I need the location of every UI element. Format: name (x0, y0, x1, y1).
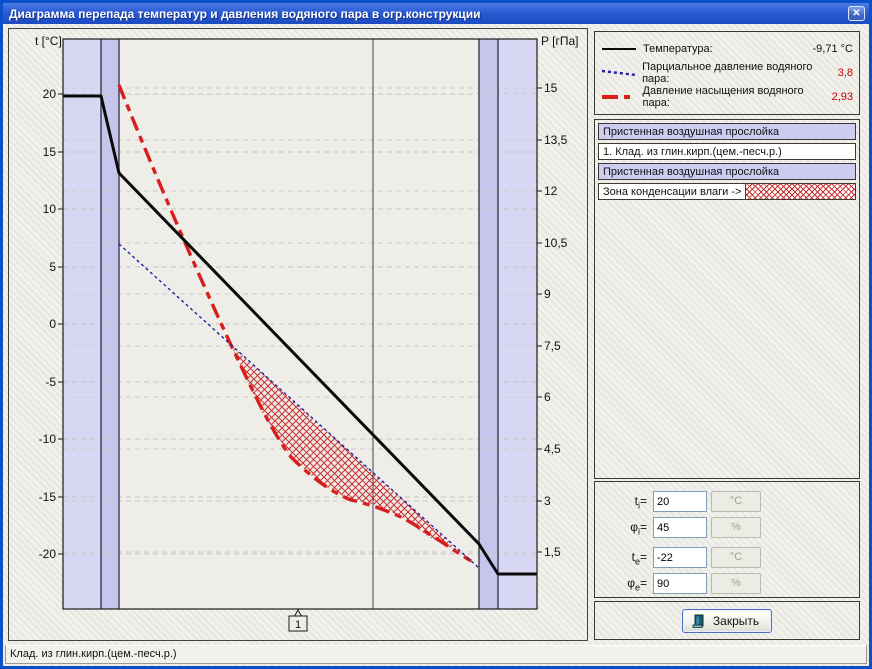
svg-text:0: 0 (49, 317, 56, 331)
input-row-phi-i: φi= % (595, 517, 859, 539)
condensation-hatch-swatch (745, 184, 855, 199)
legend-label: Температура: (643, 43, 713, 55)
layers-panel: Пристенная воздушная прослойка 1. Клад. … (594, 119, 860, 479)
close-dialog-button[interactable]: Закрыть (681, 608, 773, 633)
right-axis-labels: 15 13,5 12 10,5 9 7,5 6 4,5 3 1,5 (544, 81, 568, 559)
svg-text:6: 6 (544, 390, 551, 404)
svg-text:1: 1 (295, 619, 301, 631)
left-axis-labels: 20 15 10 5 0 -5 -10 -15 -20 (39, 87, 57, 561)
layer-item-condensation-zone[interactable]: Зона конденсации влаги -> (598, 183, 856, 200)
svg-text:1,5: 1,5 (544, 545, 561, 559)
partial-pressure-line-swatch (601, 69, 637, 77)
window-title: Диаграмма перепада температур и давления… (9, 6, 481, 21)
phi-i-label: φi= (630, 520, 647, 537)
layer-item-label: Пристенная воздушная прослойка (603, 125, 780, 138)
layer-item-air-inner[interactable]: Пристенная воздушная прослойка (598, 123, 856, 140)
temperature-line (63, 94, 537, 576)
svg-text:12: 12 (544, 184, 558, 198)
phi-e-unit-button[interactable]: % (711, 573, 761, 594)
svg-text:15: 15 (544, 81, 558, 95)
input-row-ti: ti= °C (595, 491, 859, 513)
svg-text:9: 9 (544, 287, 551, 301)
condensation-zone (231, 345, 456, 550)
legend-row-saturation-pressure: Давление насыщения водяного пара: 2,93 (601, 85, 853, 109)
te-unit-button[interactable]: °C (711, 547, 761, 568)
svg-text:-10: -10 (39, 432, 57, 446)
title-bar: Диаграмма перепада температур и давления… (3, 3, 869, 24)
legend-value-temperature: -9,71 °C (812, 43, 853, 55)
phi-e-label: φe= (627, 576, 647, 593)
svg-text:15: 15 (43, 145, 57, 159)
parameters-panel: ti= °C φi= % te= °C φe= % (594, 481, 860, 598)
svg-text:10: 10 (43, 202, 57, 216)
svg-text:13,5: 13,5 (544, 133, 568, 147)
temperature-line-swatch (602, 48, 636, 50)
left-axis-title: t [°C] (35, 34, 62, 48)
temperature-pressure-chart: t [°C] P [гПа] 20 15 10 5 0 -5 -10 -15 -… (35, 34, 578, 632)
left-axis-ticks (58, 93, 63, 555)
legend-value-saturation-pressure: 2,93 (831, 91, 853, 103)
svg-text:7,5: 7,5 (544, 339, 561, 353)
legend-label: Парциальное давление водяного пара: (642, 61, 813, 85)
dialog-content: t [°C] P [гПа] 20 15 10 5 0 -5 -10 -15 -… (3, 24, 869, 666)
legend-panel: Температура: -9,71 °C Парциальное давлен… (594, 31, 860, 115)
svg-text:4,5: 4,5 (544, 442, 561, 456)
ti-label: ti= (634, 494, 647, 511)
right-axis-ticks (537, 87, 542, 553)
te-label: te= (631, 550, 647, 567)
ti-unit-button[interactable]: °C (711, 491, 761, 512)
saturation-pressure-line-swatch (602, 95, 636, 99)
layer-boundaries (100, 39, 499, 609)
layer-item-label: Зона конденсации влаги -> (603, 185, 742, 198)
ti-input[interactable] (653, 491, 707, 512)
close-icon[interactable]: ✕ (848, 6, 865, 21)
legend-row-temperature: Температура: -9,71 °C (601, 37, 853, 61)
svg-text:5: 5 (49, 260, 56, 274)
layer-item-label: 1. Клад. из глин.кирп.(цем.-песч.р.) (603, 145, 782, 158)
input-row-phi-e: φe= % (595, 573, 859, 595)
layer-item-air-outer[interactable]: Пристенная воздушная прослойка (598, 163, 856, 180)
partial-pressure-line (118, 243, 480, 569)
layer-item-label: Пристенная воздушная прослойка (603, 165, 780, 178)
chart-panel: t [°C] P [гПа] 20 15 10 5 0 -5 -10 -15 -… (8, 28, 588, 641)
exit-door-icon (692, 614, 704, 628)
phi-i-input[interactable] (653, 517, 707, 538)
svg-text:10,5: 10,5 (544, 236, 568, 250)
svg-text:20: 20 (43, 87, 57, 101)
status-bar: Клад. из глин.кирп.(цем.-песч.р.) (5, 645, 867, 664)
close-dialog-button-label: Закрыть (712, 613, 760, 628)
legend-label: Давление насыщения водяного пара: (642, 85, 804, 109)
te-input[interactable] (653, 547, 707, 568)
legend-row-partial-pressure: Парциальное давление водяного пара: 3,8 (601, 61, 853, 85)
right-axis-title: P [гПа] (541, 34, 578, 48)
phi-i-unit-button[interactable]: % (711, 517, 761, 538)
status-bar-text: Клад. из глин.кирп.(цем.-песч.р.) (10, 648, 177, 660)
svg-text:-20: -20 (39, 547, 57, 561)
input-row-te: te= °C (595, 547, 859, 569)
button-panel: Закрыть (594, 601, 860, 640)
svg-text:-5: -5 (45, 375, 56, 389)
svg-text:3: 3 (544, 494, 551, 508)
layer-item-masonry[interactable]: 1. Клад. из глин.кирп.(цем.-песч.р.) (598, 143, 856, 160)
svg-text:-15: -15 (39, 490, 57, 504)
phi-e-input[interactable] (653, 573, 707, 594)
legend-value-partial-pressure: 3,8 (837, 67, 853, 79)
layer-marker: 1 (288, 608, 308, 632)
